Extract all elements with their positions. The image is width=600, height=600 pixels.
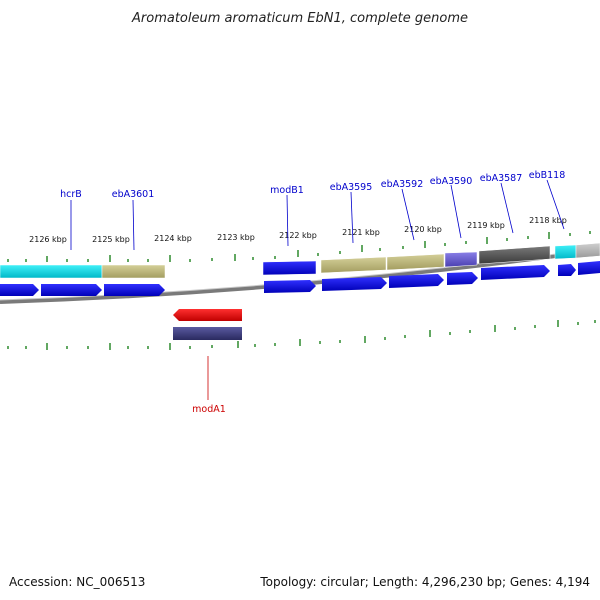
- kbp-label: 2126 kbp: [29, 235, 67, 244]
- kbp-label: 2124 kbp: [154, 234, 192, 243]
- gene-feature[interactable]: [444, 251, 478, 268]
- forward-cds-arrow[interactable]: [481, 265, 550, 280]
- forward-cds-arrow[interactable]: [41, 284, 102, 296]
- gene-feature[interactable]: [575, 242, 600, 259]
- kbp-label: 2119 kbp: [467, 221, 505, 230]
- outer-tick-ring: [7, 231, 591, 262]
- leader-line: [500, 182, 514, 234]
- gene-label-moda1[interactable]: modA1: [192, 404, 226, 415]
- kbp-label: 2120 kbp: [404, 225, 442, 234]
- map-title: Aromatoleum aromaticum EbN1, complete ge…: [131, 11, 468, 26]
- forward-cds-arrow[interactable]: [578, 261, 600, 275]
- kbp-label: 2123 kbp: [217, 233, 255, 242]
- forward-cds-arrow[interactable]: [322, 277, 387, 291]
- inner-tick-ring: [7, 320, 596, 350]
- gene-label-hcrb[interactable]: hcrB: [60, 189, 82, 200]
- gene-feature[interactable]: [320, 256, 387, 274]
- kbp-label: 2122 kbp: [279, 231, 317, 240]
- summary-text: Topology: circular; Length: 4,296,230 bp…: [259, 575, 590, 589]
- gene-label-eba3587[interactable]: ebA3587: [480, 173, 523, 184]
- leader-line: [546, 179, 565, 230]
- gene-label-eba3590[interactable]: ebA3590: [430, 176, 473, 187]
- gene-feature[interactable]: [386, 253, 445, 271]
- gene-label-ebb118[interactable]: ebB118: [529, 170, 566, 181]
- accession-text: Accession: NC_006513: [9, 575, 145, 589]
- gene-feature[interactable]: [173, 327, 242, 340]
- feature-track-outer: [0, 242, 600, 279]
- kbp-labels: 2126 kbp 2125 kbp 2124 kbp 2123 kbp 2122…: [29, 216, 567, 244]
- kbp-label: 2118 kbp: [529, 216, 567, 225]
- leader-line: [286, 194, 289, 247]
- forward-cds-arrow[interactable]: [447, 272, 478, 285]
- leader-line: [350, 191, 354, 244]
- kbp-label: 2121 kbp: [342, 228, 380, 237]
- forward-cds-arrow[interactable]: [0, 284, 39, 296]
- forward-cds-track: [0, 261, 600, 296]
- kbp-label: 2125 kbp: [92, 235, 130, 244]
- gene-labels: hcrB ebA3601 modB1 ebA3595 ebA3592 ebA35…: [60, 170, 565, 415]
- leader-line: [132, 199, 135, 251]
- gene-feature[interactable]: [262, 260, 317, 276]
- gene-feature[interactable]: [478, 245, 551, 265]
- leader-line: [450, 184, 462, 239]
- reverse-cds-arrow[interactable]: [173, 309, 242, 321]
- gene-feature[interactable]: [0, 264, 103, 279]
- gene-feature[interactable]: [101, 264, 166, 279]
- gene-label-eba3595[interactable]: ebA3595: [330, 182, 373, 193]
- forward-cds-arrow[interactable]: [558, 264, 576, 276]
- gene-label-eba3601[interactable]: ebA3601: [112, 189, 155, 200]
- forward-cds-arrow[interactable]: [104, 284, 165, 296]
- leader-line: [401, 188, 415, 241]
- gene-feature[interactable]: [554, 244, 577, 260]
- forward-cds-arrow[interactable]: [264, 280, 316, 293]
- forward-cds-arrow[interactable]: [389, 274, 444, 288]
- gene-label-eba3592[interactable]: ebA3592: [381, 179, 424, 190]
- reverse-cds-track: [173, 309, 242, 340]
- gene-label-modb1[interactable]: modB1: [270, 185, 304, 196]
